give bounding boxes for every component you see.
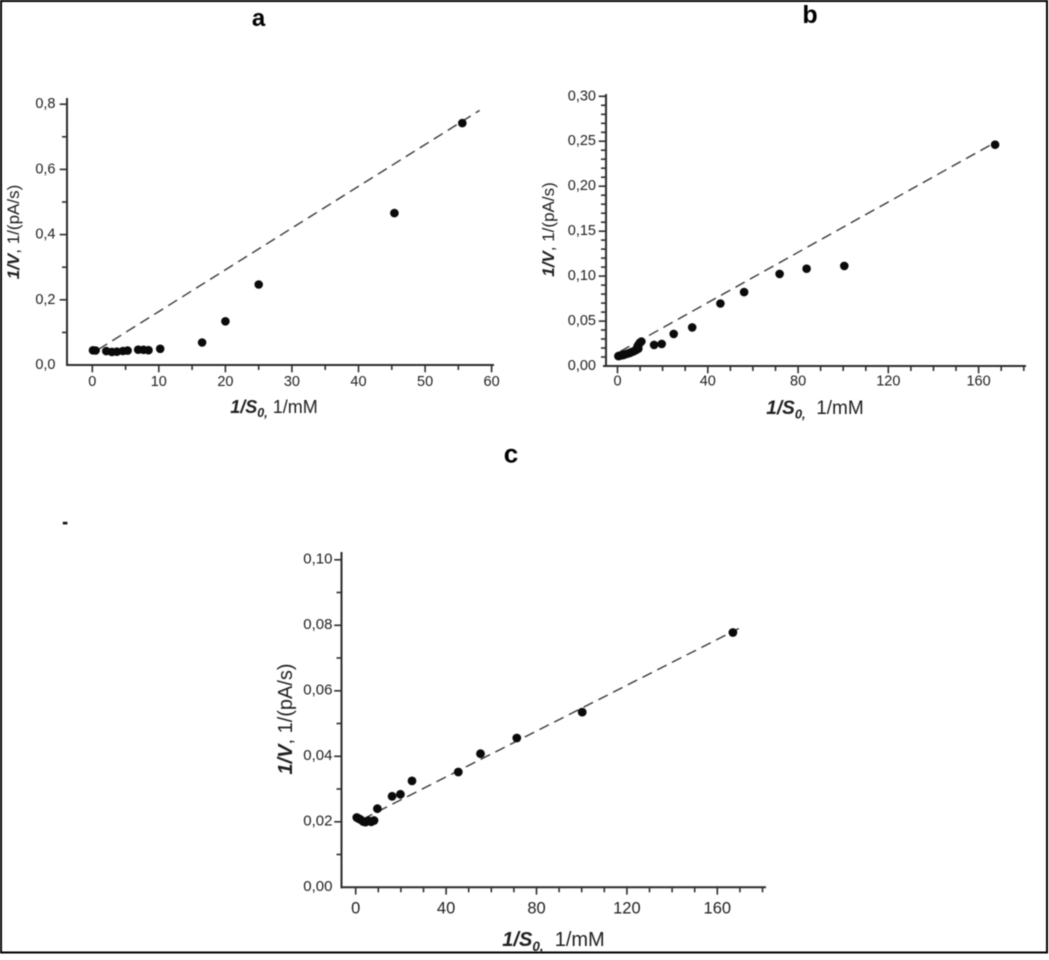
svg-text:30: 30: [284, 374, 300, 390]
svg-text:20: 20: [217, 374, 233, 390]
svg-text:0,4: 0,4: [35, 227, 55, 243]
svg-text:0,2: 0,2: [35, 292, 55, 308]
svg-text:0: 0: [351, 900, 360, 918]
svg-text:0,10: 0,10: [303, 550, 332, 567]
svg-text:0,15: 0,15: [568, 223, 596, 239]
svg-text:80: 80: [790, 374, 806, 390]
svg-text:160: 160: [704, 900, 732, 918]
svg-text:120: 120: [613, 900, 641, 918]
svg-text:0,00: 0,00: [568, 358, 596, 374]
svg-text:a: a: [252, 5, 266, 32]
svg-text:40: 40: [437, 900, 455, 918]
svg-text:0,10: 0,10: [568, 268, 596, 284]
svg-text:0,20: 0,20: [568, 178, 596, 194]
svg-text:0: 0: [88, 374, 96, 390]
svg-text:0,0: 0,0: [35, 357, 55, 373]
svg-text:10: 10: [151, 374, 167, 390]
svg-text:0,8: 0,8: [35, 96, 55, 112]
svg-text:0,08: 0,08: [303, 616, 332, 633]
svg-text:1/V, 1/(pA/s): 1/V, 1/(pA/s): [4, 185, 23, 280]
svg-text:120: 120: [876, 374, 900, 390]
svg-text:0,05: 0,05: [568, 313, 596, 329]
svg-text:1/S0, 1/mM: 1/S0, 1/mM: [502, 929, 604, 954]
svg-text:60: 60: [484, 374, 500, 390]
svg-text:160: 160: [966, 374, 990, 390]
svg-text:0,6: 0,6: [35, 161, 55, 177]
svg-text:40: 40: [700, 374, 716, 390]
svg-text:1/S0, 1/mM: 1/S0, 1/mM: [766, 398, 863, 422]
svg-text:1/V, 1/(pA/s): 1/V, 1/(pA/s): [275, 663, 297, 774]
svg-text:1/V, 1/(pA/s): 1/V, 1/(pA/s): [539, 182, 558, 277]
svg-text:c: c: [504, 439, 518, 469]
svg-text:0,06: 0,06: [303, 681, 332, 698]
svg-text:0,25: 0,25: [568, 133, 596, 149]
svg-text:80: 80: [527, 900, 545, 918]
svg-text:0,04: 0,04: [303, 747, 332, 764]
svg-text:1/S0, 1/mM: 1/S0, 1/mM: [230, 397, 317, 420]
svg-text:0,30: 0,30: [568, 88, 596, 104]
svg-text:0,02: 0,02: [303, 812, 332, 829]
svg-text:0: 0: [613, 374, 621, 390]
svg-text:40: 40: [350, 374, 366, 390]
svg-text:50: 50: [417, 374, 433, 390]
svg-text:0,00: 0,00: [303, 878, 332, 895]
svg-text:b: b: [802, 1, 817, 29]
